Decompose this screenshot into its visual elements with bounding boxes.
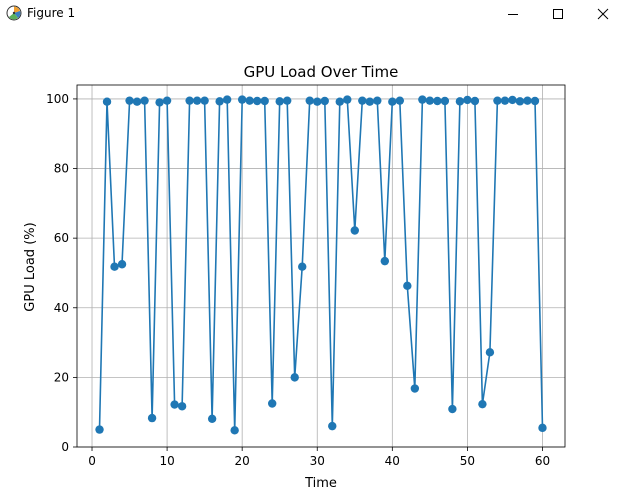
data-point xyxy=(440,96,450,106)
y-tick-label: 20 xyxy=(54,370,69,384)
window-titlebar: Figure 1 xyxy=(0,0,618,28)
data-point xyxy=(275,97,284,106)
data-point xyxy=(515,97,525,106)
data-point xyxy=(523,96,532,105)
data-point xyxy=(448,404,457,414)
close-button[interactable] xyxy=(580,0,618,28)
axes-layer: 0 10 20 30 40 50 60 0 20 40 60 80 100 xyxy=(46,84,566,468)
data-point xyxy=(320,96,329,106)
data-point xyxy=(268,399,277,408)
matplotlib-figure-icon xyxy=(6,5,22,21)
close-icon xyxy=(597,8,609,20)
y-tick-label: 80 xyxy=(54,162,69,176)
maximize-button[interactable] xyxy=(535,0,581,28)
data-point xyxy=(177,402,187,411)
data-point xyxy=(170,400,179,409)
data-point xyxy=(147,413,157,423)
data-point xyxy=(283,96,292,105)
data-point xyxy=(485,348,495,357)
data-point xyxy=(335,97,344,106)
data-point xyxy=(192,96,202,105)
data-point xyxy=(478,399,487,409)
data-point xyxy=(102,97,112,106)
data-point xyxy=(132,97,142,106)
data-point xyxy=(530,96,540,106)
data-point xyxy=(290,373,299,382)
data-point xyxy=(358,96,367,105)
data-point xyxy=(508,95,517,105)
data-point xyxy=(373,96,382,105)
data-point xyxy=(418,95,427,104)
data-point xyxy=(140,96,149,105)
data-point xyxy=(395,96,405,105)
y-tick-label: 0 xyxy=(61,440,69,454)
y-axis-label: GPU Load (%) xyxy=(23,222,38,311)
data-point xyxy=(343,95,352,104)
y-tick-label: 60 xyxy=(54,231,69,245)
data-point xyxy=(215,97,224,106)
data-point xyxy=(117,260,127,269)
data-point xyxy=(222,95,232,104)
x-tick-label: 60 xyxy=(535,454,550,468)
y-tick-label: 100 xyxy=(46,92,69,106)
window-title: Figure 1 xyxy=(27,6,76,20)
data-point xyxy=(298,262,307,271)
data-point xyxy=(207,414,217,424)
data-point xyxy=(455,97,465,106)
line-chart: 0 10 20 30 40 50 60 0 20 40 60 80 100 GPU Load Over … xyxy=(23,63,566,491)
x-tick-label: 10 xyxy=(159,454,174,468)
data-point xyxy=(313,97,322,106)
y-tick-label: 40 xyxy=(54,301,69,315)
x-tick-label: 50 xyxy=(460,454,475,468)
data-point xyxy=(350,226,359,235)
data-point xyxy=(493,96,502,105)
axes-frame xyxy=(76,84,566,448)
data-point xyxy=(463,95,472,105)
x-tick-label: 20 xyxy=(235,454,250,468)
series-line xyxy=(98,98,544,432)
minimize-button[interactable] xyxy=(490,0,536,28)
data-point xyxy=(433,96,442,106)
data-point xyxy=(245,96,254,105)
data-point xyxy=(237,95,247,104)
data-point xyxy=(380,256,390,266)
data-point xyxy=(252,96,262,106)
x-tick-label: 40 xyxy=(385,454,400,468)
data-point xyxy=(230,426,239,435)
x-tick-label: 0 xyxy=(88,454,96,468)
data-point xyxy=(425,96,435,105)
chart-title: GPU Load Over Time xyxy=(244,63,399,81)
figure-canvas: 0 10 20 30 40 50 60 0 20 40 60 80 100 GPU Load Over … xyxy=(0,28,618,500)
data-point xyxy=(95,425,104,434)
data-point xyxy=(388,97,397,106)
minimize-icon xyxy=(508,14,518,15)
data-point xyxy=(185,96,194,105)
data-point xyxy=(125,96,134,105)
data-point xyxy=(328,421,337,431)
data-point xyxy=(155,98,164,107)
x-tick-label: 30 xyxy=(310,454,325,468)
data-point xyxy=(470,96,480,106)
data-point xyxy=(110,262,119,271)
data-point xyxy=(500,96,510,105)
data-point xyxy=(162,96,172,105)
data-point xyxy=(403,281,412,291)
x-axis-label: Time xyxy=(304,476,337,491)
data-point xyxy=(410,384,420,393)
maximize-icon xyxy=(553,9,563,19)
data-point xyxy=(260,96,269,106)
data-point xyxy=(305,96,314,105)
data-point xyxy=(538,423,547,433)
data-point xyxy=(200,96,209,105)
series-layer xyxy=(95,95,547,435)
data-point xyxy=(365,97,374,106)
